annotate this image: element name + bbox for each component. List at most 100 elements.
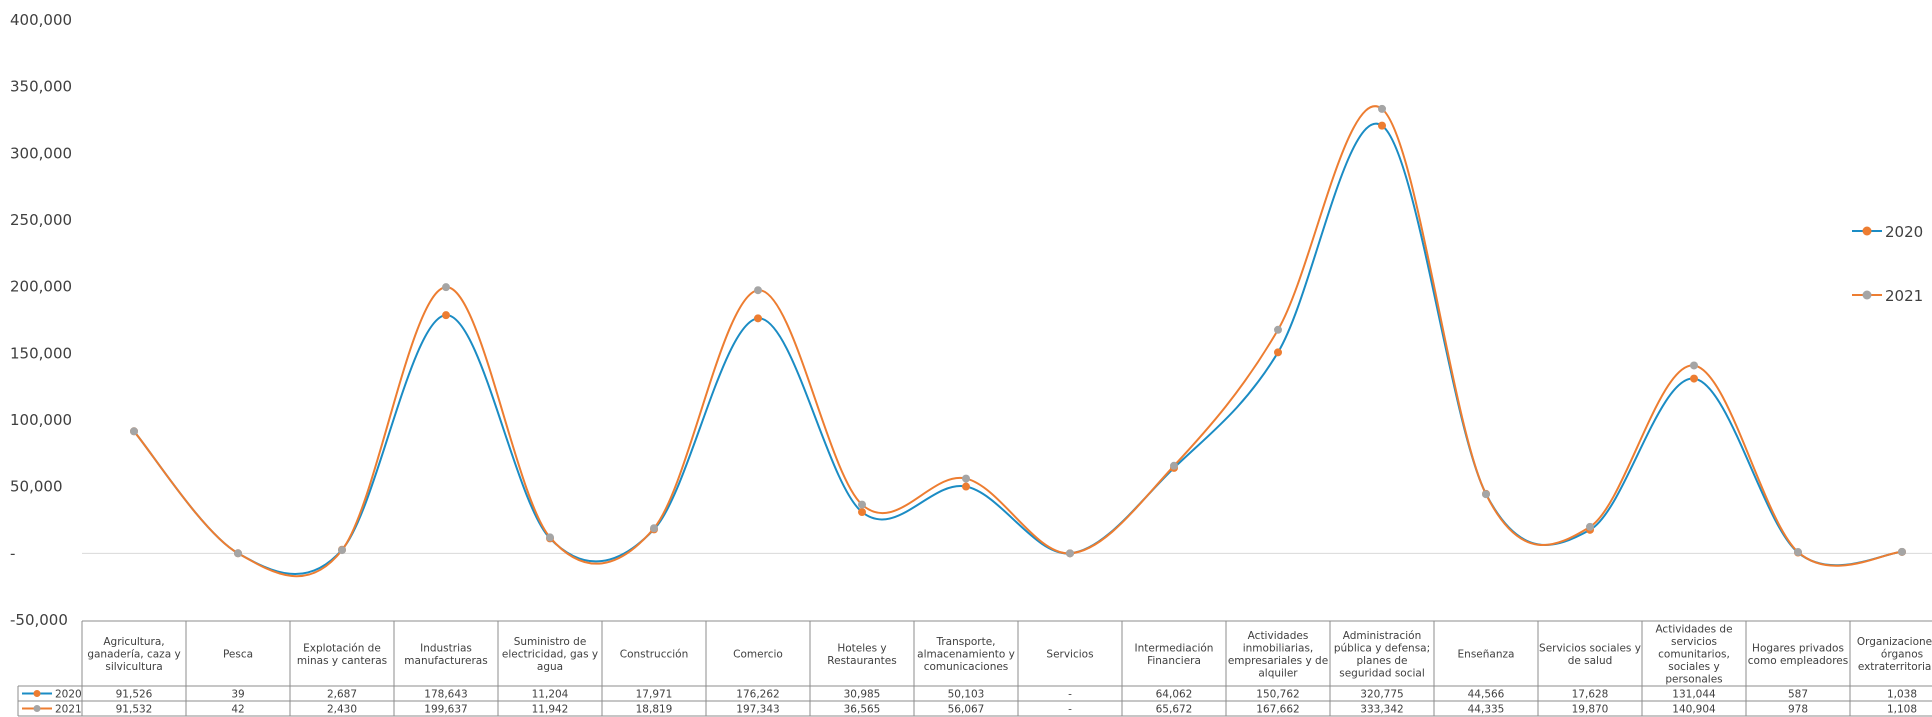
table-cell: 36,565 (844, 704, 881, 716)
category-label: Hogares privados como empleadores (1748, 642, 1848, 667)
y-tick-label: 250,000 (10, 211, 72, 229)
point-2020 (754, 314, 762, 323)
category-label: Servicios sociales y de salud (1539, 642, 1641, 667)
y-tick-label: 200,000 (10, 278, 72, 296)
table-cell: 42 (231, 704, 244, 716)
point-2021 (962, 474, 970, 483)
point-2020 (962, 482, 970, 491)
point-2020 (442, 311, 450, 320)
table-cell: 150,762 (1256, 689, 1299, 701)
table-cell: 140,904 (1672, 704, 1716, 716)
table-cell: 199,637 (424, 704, 467, 716)
point-2021 (1794, 548, 1802, 557)
table-cell: 18,819 (636, 704, 673, 716)
category-label: Agricultura, ganadería, caza y silvicultur… (87, 636, 180, 673)
point-2020 (858, 508, 866, 517)
table-cell: 2,430 (327, 704, 357, 716)
point-2021 (546, 533, 554, 542)
table-cell: 44,566 (1468, 689, 1505, 701)
category-label: Enseñanza (1458, 649, 1515, 661)
point-2021 (858, 500, 866, 509)
table-cell: - (1068, 704, 1072, 716)
category-label: Industrias manufactureras (404, 642, 487, 667)
table-cell: 320,775 (1360, 689, 1403, 701)
legend: 2020 2021 (1852, 223, 1923, 305)
point-2021 (754, 286, 762, 295)
point-2021 (1274, 325, 1282, 334)
point-2021 (1066, 549, 1074, 558)
table-cell: 197,343 (736, 704, 779, 716)
table-cell: 17,971 (636, 689, 673, 701)
y-tick-label: 300,000 (10, 144, 72, 162)
table-cell: 30,985 (844, 689, 881, 701)
table-cell: 176,262 (736, 689, 779, 701)
table-cell: 56,067 (948, 704, 985, 716)
point-2021 (1170, 461, 1178, 470)
table-series-name: 2020 (55, 689, 82, 701)
table-cell: 2,687 (327, 689, 357, 701)
table-cell: 178,643 (424, 689, 467, 701)
point-2021 (130, 427, 138, 436)
category-label: Administración pública y defensa; planes d… (1334, 630, 1430, 680)
y-tick-label: 350,000 (10, 78, 72, 96)
point-2021 (234, 549, 242, 558)
table-cell: 333,342 (1360, 704, 1403, 716)
table-legend-marker (33, 690, 41, 697)
point-2021 (338, 546, 346, 555)
y-tick-label: -50,000 (10, 611, 68, 629)
category-label: Suministro de electricidad, gas y agua (502, 636, 598, 673)
table-cell: 11,942 (532, 704, 569, 716)
category-label: Hoteles y Restaurantes (827, 642, 896, 667)
table-cell: 17,628 (1572, 689, 1609, 701)
point-2021 (442, 283, 450, 292)
y-tick-label: 50,000 (10, 478, 63, 496)
category-label: Actividades de servicios comunitarios, soci… (1655, 624, 1732, 686)
point-2020 (1690, 374, 1698, 383)
table-cell: 587 (1788, 689, 1808, 701)
table-cell: 65,672 (1156, 704, 1193, 716)
series-line-2020 (133, 122, 1903, 575)
data-table: Agricultura, ganadería, caza y silvicultur… (17, 620, 1932, 717)
point-2021 (1898, 547, 1906, 556)
table-cell: 11,204 (532, 689, 569, 701)
point-2021 (1586, 522, 1594, 531)
legend-marker-2020 (1862, 226, 1872, 236)
point-2020 (1378, 121, 1386, 130)
table-cell: 19,870 (1572, 704, 1609, 716)
table-cell: 91,532 (116, 704, 153, 716)
series-lines (133, 105, 1903, 578)
point-2020 (1274, 348, 1282, 357)
category-label: Intermediación Financiera (1135, 642, 1214, 667)
y-tick-label: 100,000 (10, 411, 72, 429)
category-label: Pesca (223, 649, 253, 661)
point-2021 (1378, 104, 1386, 113)
y-tick-label: 150,000 (10, 344, 72, 362)
table-cell: 131,044 (1672, 689, 1716, 701)
table-cell: 64,062 (1156, 689, 1193, 701)
table-cell: - (1068, 689, 1072, 701)
table-cell: 91,526 (116, 689, 153, 701)
y-tick-label: - (10, 544, 15, 562)
category-label: Actividades inmobiliarias, empresariales y… (1228, 630, 1328, 680)
table-cell: 50,103 (948, 689, 985, 701)
legend-label: 2021 (1885, 287, 1923, 305)
category-label: Servicios (1046, 649, 1093, 661)
table-series-name: 2021 (55, 704, 82, 716)
category-label: Explotación de minas y canteras (297, 642, 387, 667)
category-label: Construcción (620, 649, 689, 661)
point-2021 (1690, 361, 1698, 370)
table-legend-marker (33, 705, 41, 712)
table-cell: 167,662 (1256, 704, 1299, 716)
legend-label: 2020 (1885, 223, 1923, 241)
series-line-2021 (133, 105, 1903, 578)
table-cell: 1,038 (1887, 689, 1917, 701)
table-cell: 39 (231, 689, 244, 701)
point-2021 (1482, 490, 1490, 499)
y-tick-label: 400,000 (10, 11, 72, 29)
category-label: Transporte, almacenamiento y comunicacione… (917, 636, 1015, 673)
category-label: Comercio (733, 649, 783, 661)
y-axis: 400,000 350,000 300,000 250,000 200,000 150,0… (10, 11, 72, 629)
table-cell: 978 (1788, 704, 1808, 716)
series-markers (130, 104, 1906, 558)
